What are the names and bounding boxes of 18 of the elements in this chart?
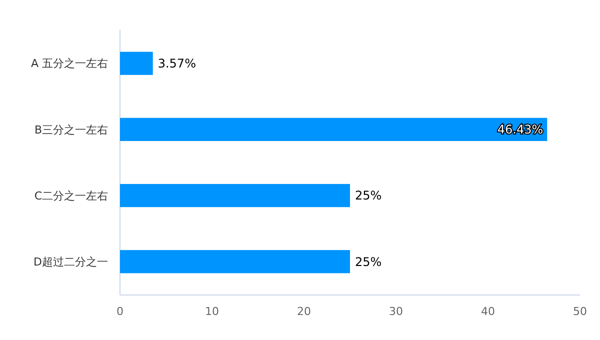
bar (120, 184, 350, 208)
x-tick-label: 30 (389, 305, 403, 318)
data-label: 25% (355, 188, 382, 203)
x-tick-label: 20 (297, 305, 311, 318)
y-tick-label: D超过二分之一 (34, 255, 108, 268)
data-label: 25% (355, 254, 382, 269)
x-tick-label: 40 (481, 305, 495, 318)
y-tick-label: B三分之一左右 (34, 123, 108, 136)
data-label: 3.57% (158, 56, 196, 71)
bar (120, 52, 153, 75)
bar (120, 118, 548, 142)
x-tick-label: 0 (116, 305, 124, 318)
bar (120, 250, 350, 274)
y-tick-label: C二分之一左右 (34, 189, 108, 202)
x-tick-label: 50 (573, 305, 587, 318)
data-label: 46.43% (497, 122, 544, 137)
x-tick-label: 10 (205, 305, 219, 318)
y-tick-label: A 五分之一左右 (30, 57, 108, 70)
